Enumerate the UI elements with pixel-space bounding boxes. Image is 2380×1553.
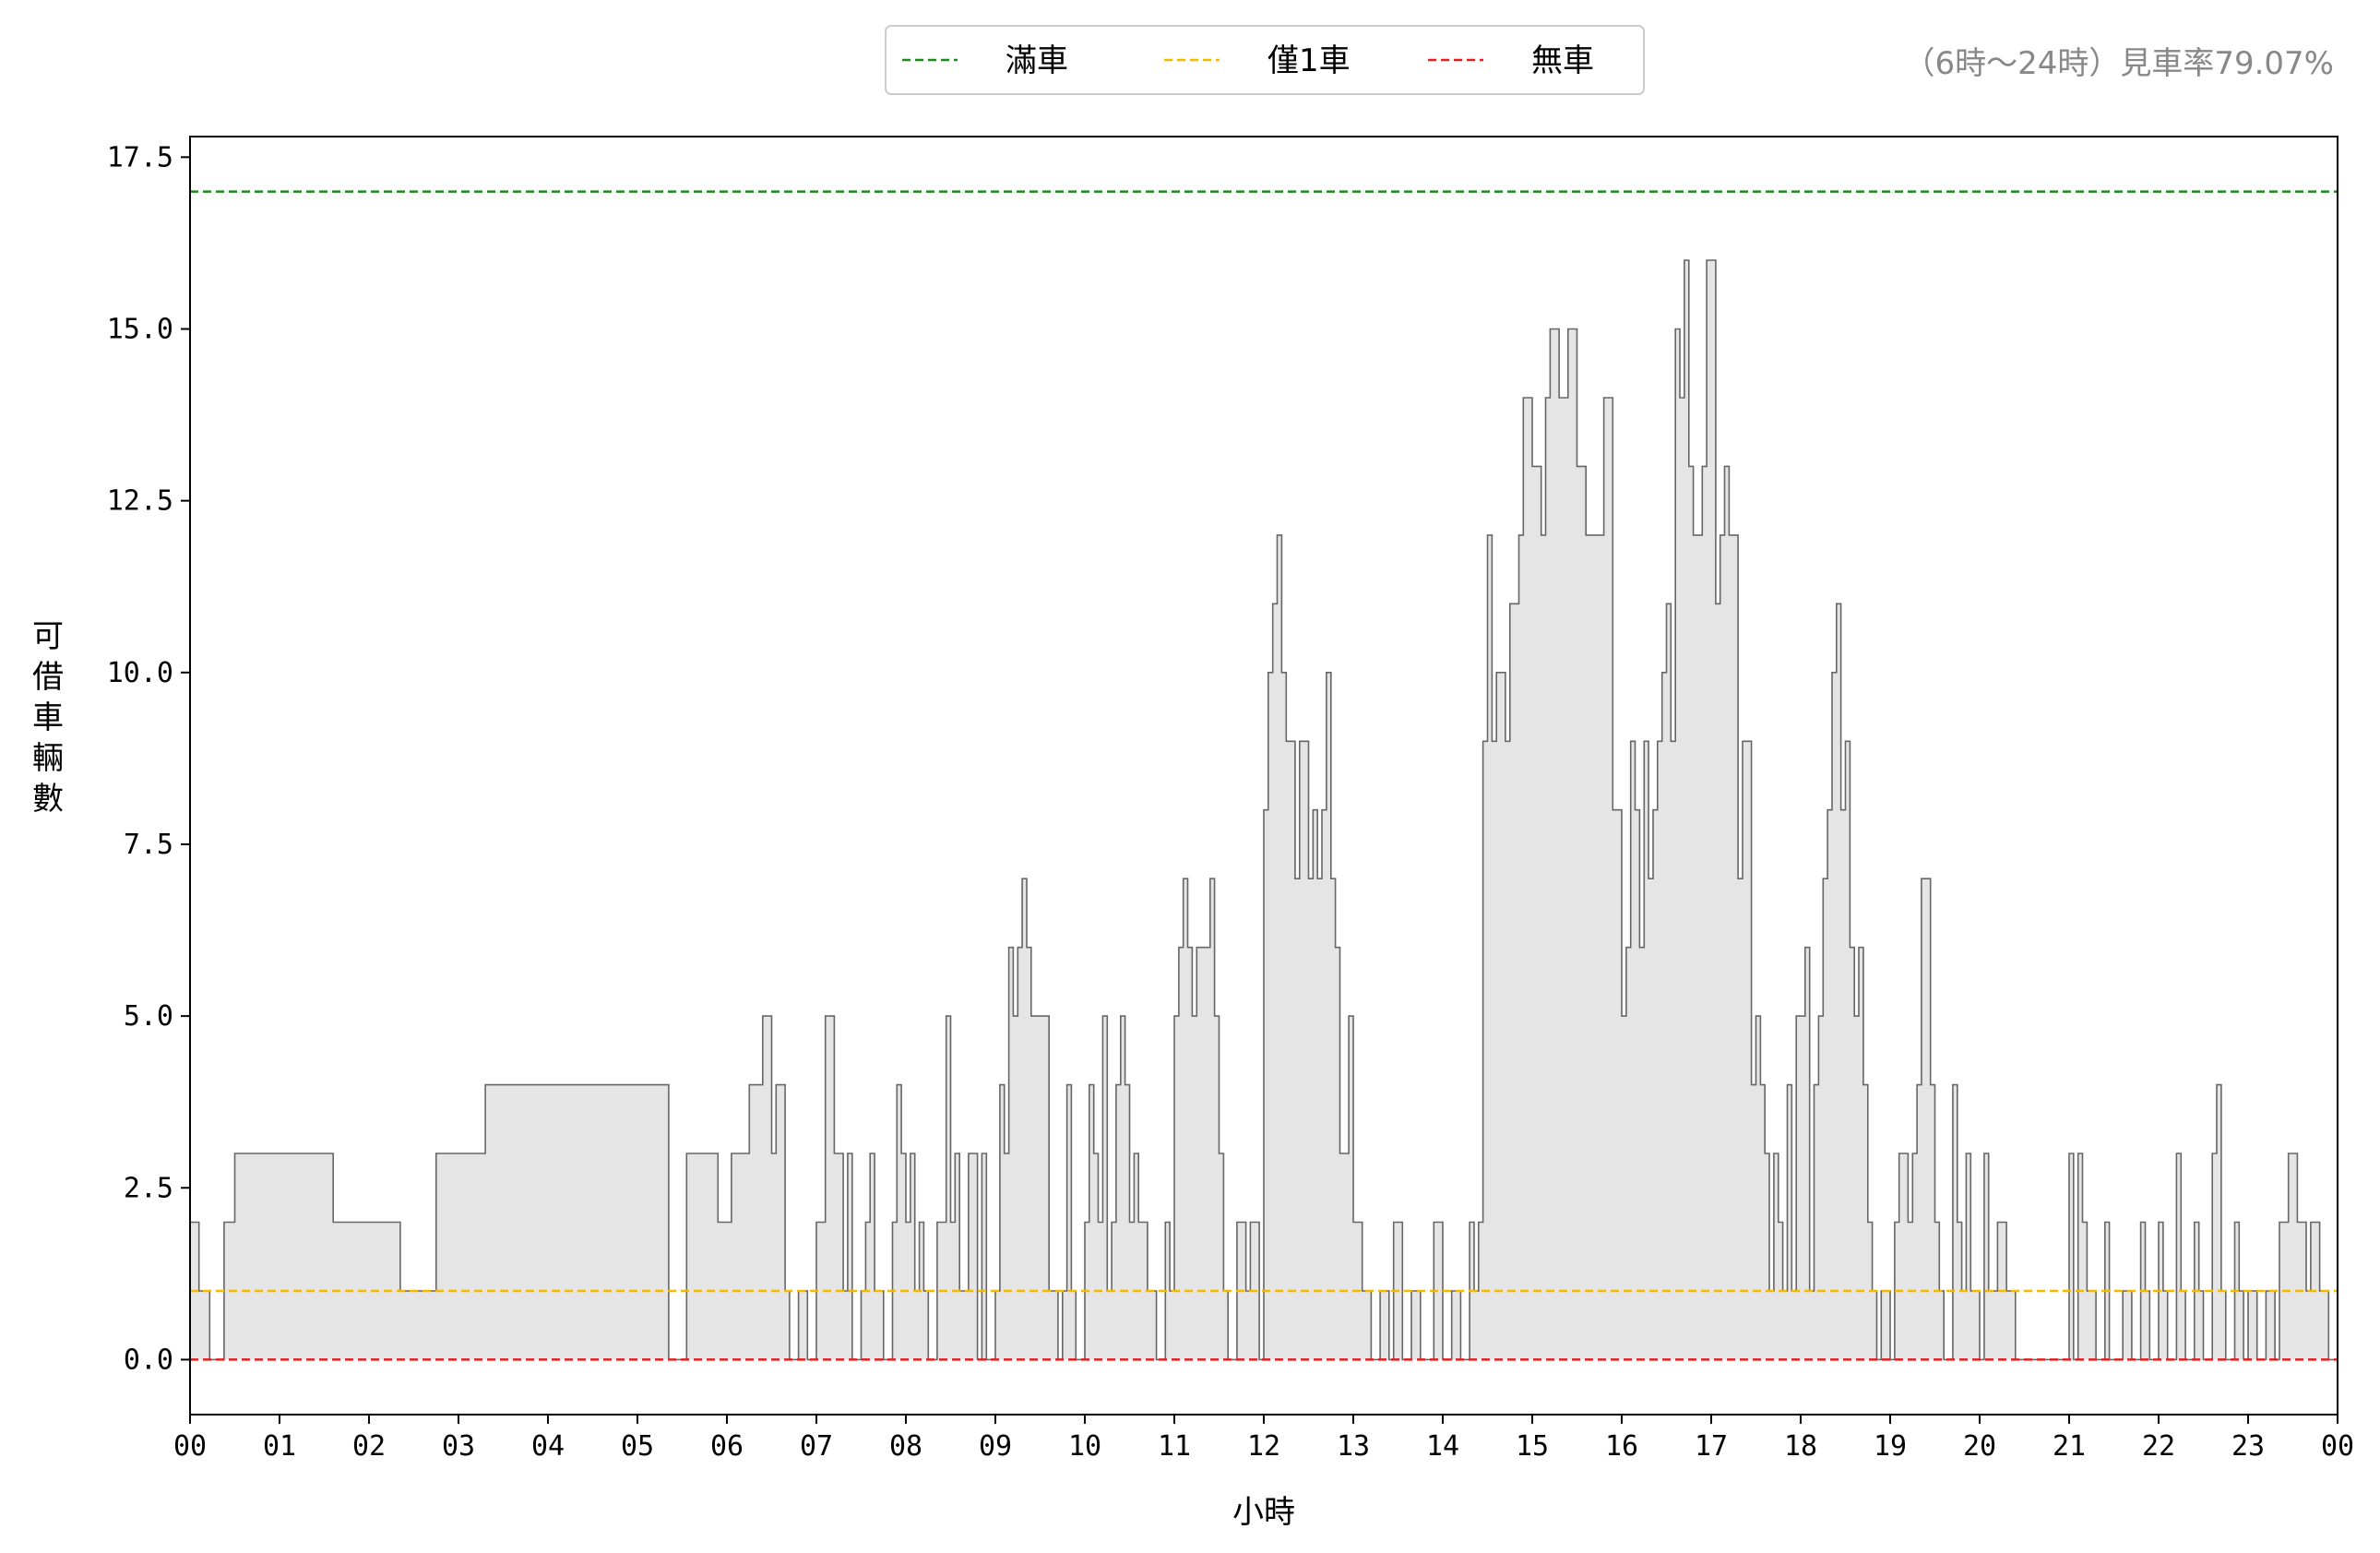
legend-label: 滿車	[1006, 42, 1068, 79]
x-axis-label: 小時	[1232, 1494, 1295, 1531]
y-tick-label: 10.0	[107, 657, 173, 689]
y-axis-label-char: 借	[32, 659, 64, 696]
legend-items: 滿車 僅1車 無車	[902, 42, 1594, 79]
x-tick-label: 16	[1605, 1430, 1638, 1463]
x-tick-label: 02	[352, 1430, 386, 1463]
x-tick-label: 00	[2321, 1430, 2354, 1463]
x-tick-label: 13	[1337, 1430, 1370, 1463]
y-axis-label-char: 數	[32, 781, 64, 818]
x-tick-label: 05	[621, 1430, 654, 1463]
reference-lines	[190, 190, 2338, 1361]
y-tick-label: 5.0	[124, 1000, 173, 1033]
x-axis: 00 01 02 03 04 05 06 07 08 09 10 11 12 13 14 15 16 17 18 19…	[173, 1415, 2354, 1463]
plot-area	[189, 136, 2338, 1416]
x-tick-label: 18	[1784, 1430, 1817, 1463]
y-axis-label-char: 車	[32, 699, 64, 736]
y-axis: 0.0 2.5 5.0 7.5 10.0 12.5 15.0 17.5	[107, 141, 190, 1376]
y-tick-label: 0.0	[124, 1344, 173, 1376]
x-tick-label: 04	[531, 1430, 565, 1463]
x-tick-label: 10	[1068, 1430, 1101, 1463]
legend-label: 僅1車	[1267, 42, 1351, 79]
series-0-line	[190, 259, 2338, 1361]
y-tick-label: 17.5	[107, 141, 173, 173]
legend-box	[885, 25, 1645, 95]
x-tick-label: 00	[173, 1430, 207, 1463]
y-tick-label: 2.5	[124, 1172, 173, 1204]
x-tick-label: 20	[1963, 1430, 1996, 1463]
x-tick-label: 17	[1695, 1430, 1728, 1463]
x-tick-label: 03	[442, 1430, 475, 1463]
x-tick-label: 06	[710, 1430, 744, 1463]
x-tick-label: 07	[800, 1430, 833, 1463]
x-tick-label: 01	[263, 1430, 296, 1463]
x-tick-label: 09	[979, 1430, 1012, 1463]
x-tick-label: 08	[889, 1430, 922, 1463]
x-tick-label: 23	[2231, 1430, 2265, 1463]
legend-label: 無車	[1531, 42, 1594, 79]
y-axis-label-char: 可	[32, 618, 64, 655]
x-tick-label: 12	[1247, 1430, 1280, 1463]
x-tick-label: 15	[1516, 1430, 1549, 1463]
y-tick-label: 15.0	[107, 313, 173, 345]
y-tick-label: 7.5	[124, 829, 173, 861]
series-layer	[190, 259, 2338, 1361]
y-axis-label-char: 輛	[32, 740, 64, 777]
x-tick-label: 22	[2142, 1430, 2175, 1463]
x-tick-label: 19	[1874, 1430, 1907, 1463]
view-rate-annotation: （6時～24時）見車率79.07%	[1903, 45, 2334, 82]
y-tick-label: 12.5	[107, 485, 173, 518]
x-tick-label: 14	[1426, 1430, 1459, 1463]
x-tick-label: 11	[1158, 1430, 1191, 1463]
legend: 滿車 僅1車 無車	[885, 25, 1645, 95]
x-tick-label: 21	[2053, 1430, 2086, 1463]
